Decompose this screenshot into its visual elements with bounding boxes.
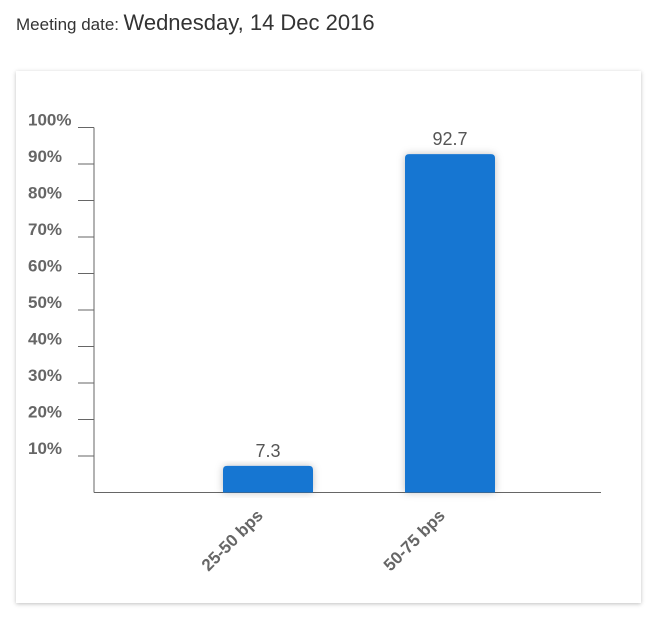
data-label: 7.3 (255, 441, 280, 461)
bar (405, 154, 495, 493)
x-tick-label: 25-50 bps (198, 506, 267, 575)
y-tick-label: 70% (28, 220, 62, 239)
y-tick-label: 60% (28, 257, 62, 276)
meeting-date: Meeting date: Wednesday, 14 Dec 2016 (16, 10, 375, 36)
chart-card (16, 71, 641, 603)
bar (223, 465, 313, 493)
meeting-date-label: Meeting date: (16, 15, 120, 34)
data-label: 92.7 (432, 129, 467, 149)
y-tick-label: 10% (28, 439, 62, 458)
y-tick-label: 80% (28, 184, 62, 203)
x-tick-label: 50-75 bps (380, 506, 449, 575)
y-tick-label: 90% (28, 147, 62, 166)
y-tick-label: 40% (28, 330, 62, 349)
y-tick-label: 20% (28, 403, 62, 422)
y-tick-label: 50% (28, 293, 62, 312)
y-tick-label: 100% (28, 111, 71, 130)
meeting-date-value: Wednesday, 14 Dec 2016 (123, 10, 375, 35)
y-tick-label: 30% (28, 366, 62, 385)
